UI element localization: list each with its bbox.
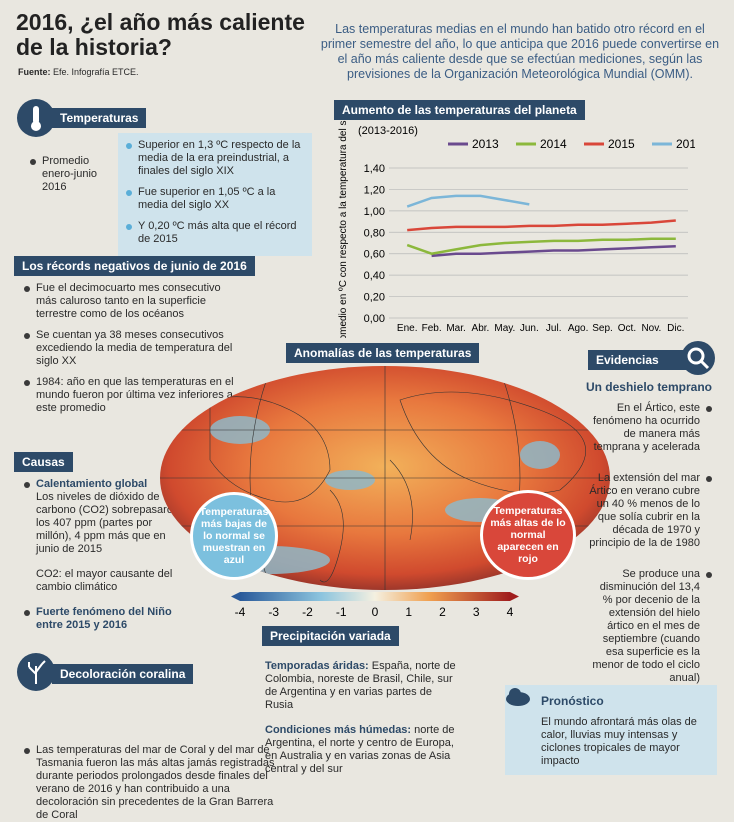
cloud-icon xyxy=(506,688,530,706)
item: Se produce una disminución del 13,4 % po… xyxy=(588,568,712,685)
y-axis-label: Diferencia promedio en ºC con respecto a… xyxy=(338,120,349,338)
section-heading: Temperaturas xyxy=(52,108,147,128)
intro: Las temperaturas medias en el mundo han … xyxy=(320,22,720,81)
color-scale: -4 -3 -2 -1 0 1 2 3 4 xyxy=(231,592,519,619)
x-tick-label: Jun. xyxy=(520,323,539,334)
x-tick-label: Mar. xyxy=(446,323,465,334)
series-line xyxy=(406,237,676,255)
item: 1984: año en que las temperaturas en el … xyxy=(24,376,244,415)
item: Superior en 1,3 ºC respecto de la media … xyxy=(126,139,306,178)
legend-label: 2015 xyxy=(608,137,635,151)
legend-label: 2013 xyxy=(472,137,499,151)
y-tick-label: 1,20 xyxy=(364,184,385,196)
section-heading: Decoloración coralina xyxy=(52,664,194,684)
precip-text: Temporadas áridas: España, norte de Colo… xyxy=(265,660,460,776)
series-line xyxy=(407,219,676,232)
y-tick-label: 0,80 xyxy=(364,227,385,239)
subheading: Un deshielo temprano xyxy=(585,380,712,394)
scale-label: 4 xyxy=(507,605,514,619)
scale-bar xyxy=(240,592,510,601)
x-tick-label: May. xyxy=(494,323,515,334)
scale-label: 0 xyxy=(372,605,379,619)
x-tick-label: Nov. xyxy=(641,323,661,334)
item-title: Calentamiento global xyxy=(36,478,148,490)
item: La extensión del mar Ártico en verano cu… xyxy=(588,472,712,550)
section-heading: Anomalías de las temperaturas xyxy=(286,343,480,363)
source-label: Fuente: xyxy=(18,67,51,77)
note: CO2: el mayor causante del cambio climát… xyxy=(36,568,173,593)
legend-label: 2016 xyxy=(676,137,695,151)
scale-arrow xyxy=(510,592,519,601)
series-line xyxy=(406,194,530,208)
y-tick-label: 1,00 xyxy=(364,206,385,218)
x-tick-label: Oct. xyxy=(618,323,636,334)
temperature-box: Superior en 1,3 ºC respecto de la media … xyxy=(118,133,312,256)
forecast-heading: Pronóstico xyxy=(541,694,604,708)
x-tick-label: Feb. xyxy=(422,323,442,334)
section-heading: Los récords negativos de junio de 2016 xyxy=(14,256,255,276)
label: Condiciones más húmedas: xyxy=(265,724,412,736)
series-line xyxy=(431,244,676,258)
chart: (2013-2016) Diferencia promedio en ºC con… xyxy=(338,120,695,338)
x-tick-label: Jul. xyxy=(546,323,562,334)
y-tick-label: 1,40 xyxy=(364,163,385,175)
thermometer-icon xyxy=(17,99,55,137)
scale-label: 1 xyxy=(405,605,412,619)
scale-arrow xyxy=(231,592,240,601)
text: norte de Argentina, el norte y centro de… xyxy=(265,724,455,775)
x-tick-label: Ene. xyxy=(397,323,418,334)
item: Se cuentan ya 38 meses consecutivos exce… xyxy=(24,329,244,368)
causes-list: Calentamiento global Los niveles de dióxi… xyxy=(24,478,184,640)
forecast-body: El mundo afrontará más olas de calor, ll… xyxy=(541,716,697,767)
y-tick-label: 0,60 xyxy=(364,249,385,261)
item: Y 0,20 ºC más alta que el récord de 2015 xyxy=(126,220,306,246)
section-heading: Causas xyxy=(14,452,73,472)
y-tick-label: 0,00 xyxy=(364,313,385,325)
item: Fue el decimocuarto mes consecutivo más … xyxy=(24,282,244,321)
source: Fuente: Efe. Infografía ETCE. xyxy=(18,66,139,79)
scale-label: -2 xyxy=(302,605,313,619)
cold-bubble: Temperaturas más bajas de lo normal se m… xyxy=(190,492,278,580)
scale-label: 3 xyxy=(473,605,480,619)
section-heading: Precipitación variada xyxy=(262,626,399,646)
chart-title: Aumento de las temperaturas del planeta xyxy=(334,100,585,120)
x-tick-label: Sep. xyxy=(592,323,613,334)
period: Promedio enero-junio 2016 xyxy=(30,155,117,194)
x-tick-label: Abr. xyxy=(472,323,490,334)
source-text: Efe. Infografía ETCE. xyxy=(53,67,139,77)
item-body: Los niveles de dióxido de carbono (CO2) … xyxy=(36,491,180,555)
scale-label: -4 xyxy=(235,605,246,619)
magnifier-icon xyxy=(681,341,715,375)
text: España, norte de Colombia, noreste de Br… xyxy=(265,660,456,711)
scale-label: -1 xyxy=(336,605,347,619)
evidence-list: En el Ártico, este fenómeno ha ocurrido … xyxy=(588,402,712,695)
section-heading: Evidencias xyxy=(588,350,699,370)
legend-label: 2014 xyxy=(540,137,567,151)
item: En el Ártico, este fenómeno ha ocurrido … xyxy=(588,402,712,454)
y-tick-label: 0,20 xyxy=(364,292,385,304)
item: Calentamiento global Los niveles de dióxi… xyxy=(24,478,184,556)
coral-body: Las temperaturas del mar de Coral y del … xyxy=(24,744,276,822)
item: Fuerte fenómeno del Niño entre 2015 y 20… xyxy=(24,606,184,632)
scale-label: 2 xyxy=(439,605,446,619)
item: Fue superior en 1,05 ºC a la media del s… xyxy=(126,186,306,212)
y-tick-label: 0,40 xyxy=(364,270,385,282)
forecast-box: Pronóstico El mundo afrontará más olas d… xyxy=(505,685,717,775)
x-tick-label: Dic. xyxy=(667,323,684,334)
title: 2016, ¿el año más caliente de la histori… xyxy=(16,9,305,60)
x-tick-label: Ago. xyxy=(568,323,589,334)
coral-icon xyxy=(17,653,55,691)
label: Temporadas áridas: xyxy=(265,660,369,672)
scale-label: -3 xyxy=(268,605,279,619)
chart-subtitle: (2013-2016) xyxy=(358,125,418,137)
records-list: Fue el decimocuarto mes consecutivo más … xyxy=(24,282,244,423)
hot-bubble: Temperaturas más altas de lo normal apar… xyxy=(480,490,576,580)
